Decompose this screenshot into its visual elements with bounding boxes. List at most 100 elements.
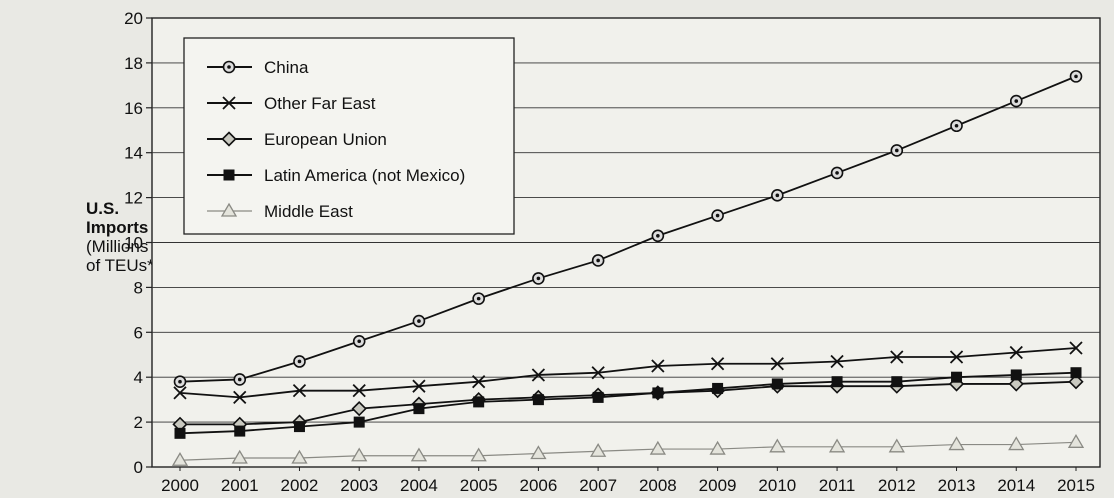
data-point-s1-4 (412, 379, 426, 393)
data-point-s4-9 (709, 440, 726, 455)
x-tick-label-9: 2009 (699, 476, 737, 495)
data-point-s1-7 (591, 366, 605, 380)
data-point-s3-12 (891, 376, 903, 388)
legend-marker-4 (220, 202, 238, 217)
data-point-s1-8 (651, 359, 665, 373)
data-point-s1-9 (710, 357, 725, 371)
data-point-s3-4 (413, 403, 425, 415)
data-point-s4-6 (530, 445, 547, 460)
y-tick-label-1: 2 (134, 413, 143, 432)
data-point-s1-13 (949, 350, 964, 364)
data-point-s3-7 (592, 391, 604, 403)
y-tick-label-3: 6 (134, 323, 143, 342)
x-tick-label-7: 2007 (579, 476, 617, 495)
y-tick-label-0: 0 (134, 458, 143, 477)
data-point-s0-8 (651, 229, 665, 243)
data-point-s4-14 (1008, 436, 1025, 451)
x-tick-label-3: 2003 (340, 476, 378, 495)
y-tick-label-9: 18 (124, 54, 143, 73)
data-point-s3-3 (353, 416, 365, 428)
data-point-s4-7 (590, 442, 607, 457)
legend-label-4: Middle East (264, 202, 353, 221)
legend-label-2: European Union (264, 130, 387, 149)
y-axis-label-line-2: Imports (86, 218, 149, 237)
data-point-s0-12 (890, 144, 904, 157)
data-point-s1-15 (1069, 341, 1083, 355)
legend-marker-1 (222, 96, 236, 110)
x-tick-label-0: 2000 (161, 476, 199, 495)
x-tick-label-11: 2011 (819, 476, 856, 495)
data-point-s1-11 (830, 354, 844, 369)
data-point-s1-12 (890, 350, 904, 364)
x-tick-label-14: 2014 (997, 476, 1035, 495)
legend-label-1: Other Far East (264, 94, 376, 113)
data-point-s2-15 (1068, 374, 1084, 390)
data-point-s4-10 (769, 438, 786, 453)
data-point-s0-2 (293, 355, 306, 368)
data-point-s3-13 (951, 371, 963, 383)
data-point-s0-10 (771, 189, 784, 202)
x-tick-label-8: 2008 (639, 476, 677, 495)
data-point-s4-11 (828, 438, 846, 453)
legend-box (183, 37, 515, 235)
data-point-s4-13 (948, 436, 965, 451)
data-point-s0-1 (233, 373, 247, 386)
data-point-s1-3 (352, 384, 366, 398)
data-point-s4-3 (351, 447, 368, 462)
y-tick-label-4: 8 (134, 278, 143, 297)
y-axis-label-line-4: of TEUs*) (86, 256, 160, 275)
legend-marker-0 (222, 60, 236, 74)
y-tick-label-10: 20 (124, 9, 143, 28)
x-tick-label-15: 2015 (1057, 476, 1095, 495)
data-point-s3-9 (712, 382, 724, 394)
data-point-s0-0 (173, 375, 187, 388)
data-point-s0-5 (472, 292, 485, 305)
x-tick-label-1: 2001 (221, 476, 259, 495)
data-point-s3-5 (473, 396, 485, 408)
y-tick-label-6: 12 (124, 189, 143, 208)
data-point-s0-13 (950, 119, 963, 133)
legend-marker-2 (221, 131, 237, 147)
y-axis-label-line-3: (Millions (86, 237, 149, 256)
data-point-s4-5 (470, 447, 487, 462)
data-point-s4-12 (888, 438, 905, 453)
data-point-s0-7 (591, 254, 605, 267)
data-point-s1-14 (1009, 345, 1023, 360)
data-point-s0-4 (412, 314, 426, 328)
data-point-s4-2 (291, 449, 308, 464)
legend-label-3: Latin America (not Mexico) (264, 166, 465, 185)
legend-marker-3 (223, 169, 235, 181)
series-line-3 (179, 371, 1077, 435)
series-line-1 (179, 347, 1077, 399)
y-tick-label-2: 4 (134, 368, 143, 387)
series-line-4 (179, 441, 1077, 461)
y-axis-label-line-1: U.S. (86, 199, 120, 218)
data-point-s1-6 (531, 368, 546, 382)
y-axis-label: U.S. Imports (Millions of TEUs*) (86, 199, 159, 275)
data-point-s1-10 (770, 357, 784, 371)
data-point-s0-9 (711, 209, 724, 222)
data-point-s3-8 (652, 387, 664, 399)
data-point-s4-1 (231, 449, 248, 464)
data-point-s1-2 (292, 384, 307, 398)
series-line-2 (180, 380, 1077, 426)
data-point-s4-8 (649, 440, 666, 455)
data-point-s1-5 (472, 375, 486, 389)
data-point-s3-0 (174, 427, 186, 439)
x-tick-label-5: 2005 (460, 476, 498, 495)
y-tick-label-8: 16 (124, 99, 143, 118)
data-point-s3-15 (1070, 367, 1082, 379)
data-point-s4-4 (410, 447, 428, 462)
data-point-s0-14 (1009, 94, 1023, 108)
data-point-s3-1 (234, 425, 246, 437)
x-tick-label-13: 2013 (938, 476, 976, 495)
data-point-s2-14 (1008, 376, 1024, 392)
data-point-s4-0 (171, 451, 189, 466)
data-point-s2-3 (351, 400, 367, 417)
y-tick-label-5: 10 (124, 234, 143, 253)
data-point-s0-6 (532, 272, 545, 285)
x-tick-label-2: 2002 (281, 476, 319, 495)
data-point-s0-15 (1069, 70, 1083, 83)
